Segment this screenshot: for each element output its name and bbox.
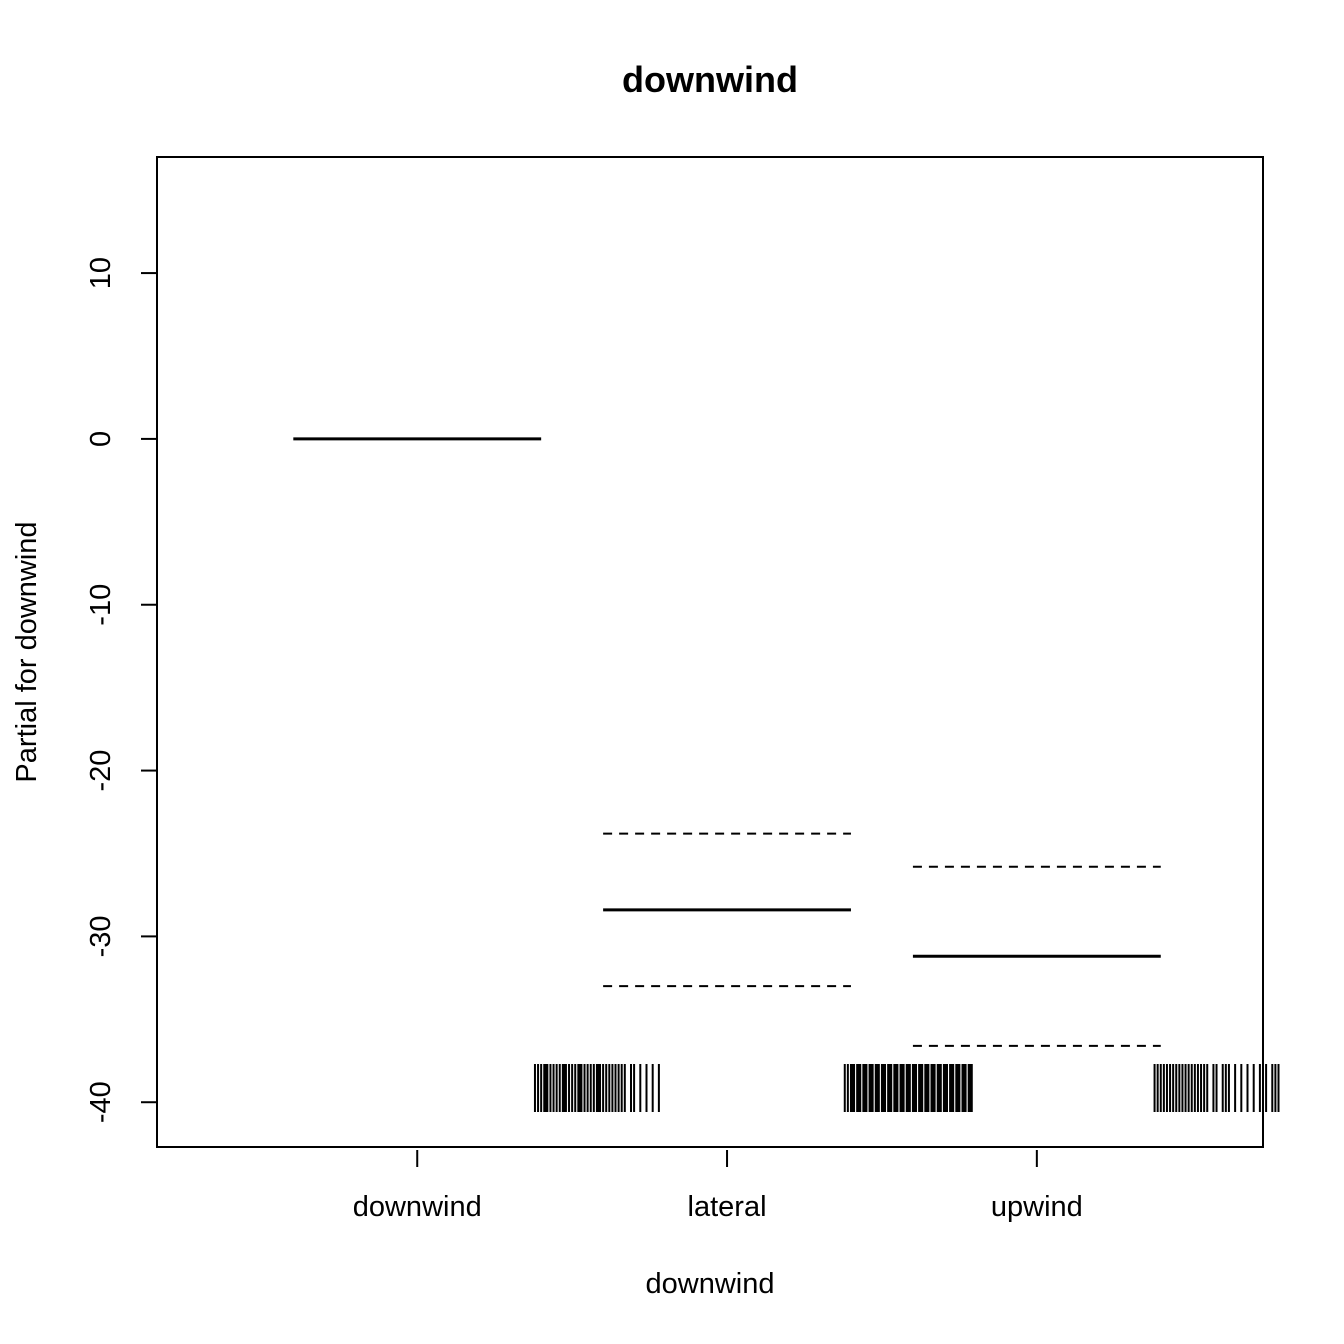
series-2 [603, 985, 1161, 1047]
y-tick-label-3: -10 [85, 584, 117, 626]
rug-layer [533, 1064, 1280, 1112]
series-0 [293, 437, 1161, 958]
y-tick-label-4: 0 [85, 431, 117, 447]
x-tick-label-0: downwind [353, 1191, 482, 1223]
series-1 [603, 832, 1161, 868]
x-axis-label: downwind [646, 1268, 775, 1300]
rug-group-1 [843, 1064, 973, 1112]
y-axis-label: Partial for downwind [11, 521, 43, 782]
chart-title: downwind [622, 59, 798, 100]
y-tick-label-5: 10 [85, 257, 117, 289]
series-layer [293, 437, 1161, 1047]
rug-group-0 [533, 1064, 660, 1112]
y-tick-label-1: -30 [85, 915, 117, 957]
x-tick-label-2: upwind [991, 1191, 1083, 1223]
rug-group-2 [1153, 1064, 1280, 1112]
y-tick-label-0: -40 [85, 1081, 117, 1123]
plot-frame [156, 156, 1264, 1148]
x-axis: downwind lateral upwind [353, 1150, 1083, 1223]
x-tick-label-1: lateral [688, 1191, 767, 1223]
y-tick-label-2: -20 [85, 750, 117, 792]
y-axis: -40 -30 -20 -10 0 10 [85, 257, 158, 1123]
